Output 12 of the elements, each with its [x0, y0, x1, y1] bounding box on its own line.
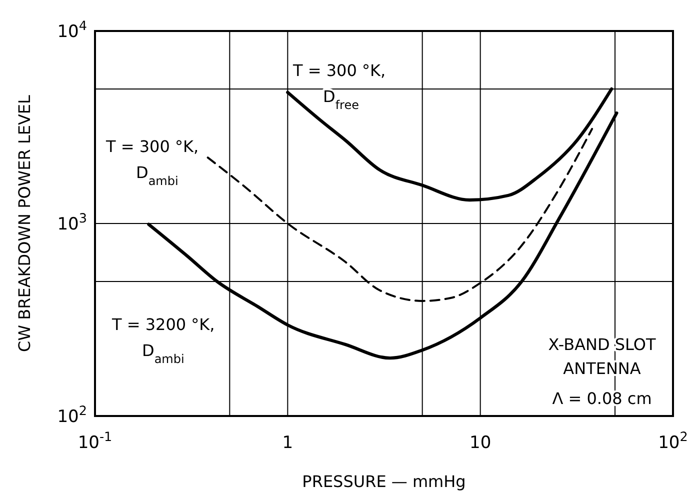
- x-axis-title: PRESSURE — mmHg: [302, 472, 466, 491]
- y-tick-label: 10$^{3}$: [57, 211, 87, 234]
- annotation: T = 300 °K, D$_{ambi}$: [105, 137, 199, 188]
- x-tick-label: 1: [282, 433, 294, 453]
- annotation: T = 300 °K, D$_{free}$: [292, 61, 386, 112]
- x-tick-label: 10$^{2}$: [658, 430, 688, 453]
- x-tick-label: 10$^{-1}$: [78, 430, 112, 453]
- y-axis-title: CW BREAKDOWN POWER LEVEL: [15, 94, 34, 352]
- y-tick-label: 10$^{4}$: [57, 18, 87, 42]
- x-tick-label: 10: [470, 433, 492, 453]
- annotation: T = 3200 °K, D$_{ambi}$: [111, 315, 215, 366]
- y-tick-label: 10$^{2}$: [57, 404, 87, 427]
